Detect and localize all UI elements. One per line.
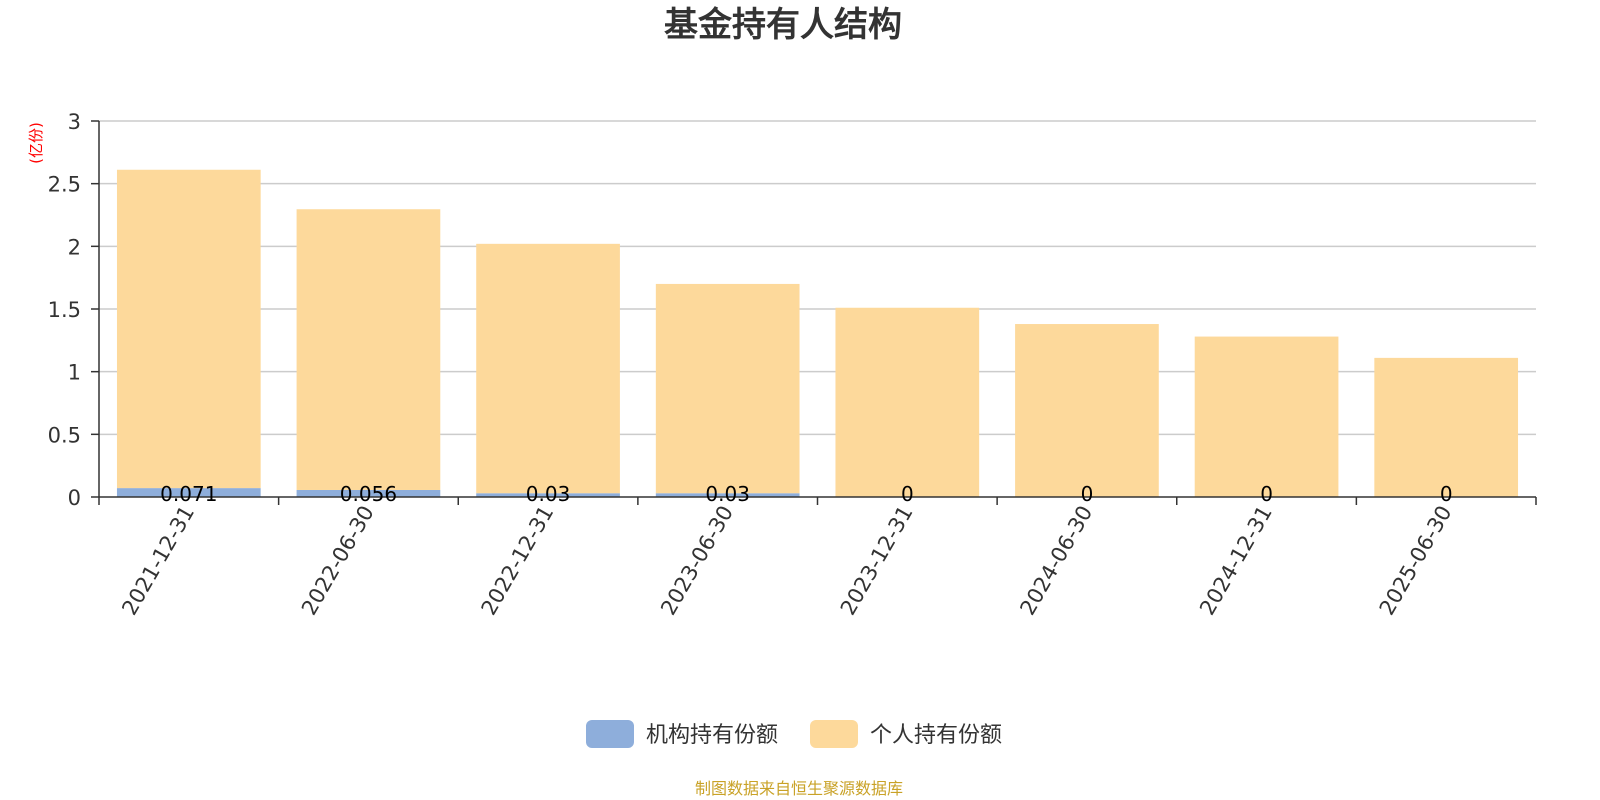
- bar-institutional-2023-06-30[interactable]: [655, 493, 800, 497]
- bar-individual-2022-06-30[interactable]: [296, 209, 441, 490]
- bar-institutional-2021-12-31[interactable]: [116, 488, 261, 497]
- y-tick-label: 0: [68, 486, 81, 510]
- bar-individual-2025-06-30[interactable]: [1374, 357, 1519, 497]
- data-label-institutional: 0: [1260, 482, 1273, 506]
- legend-item-individual[interactable]: 个人持有份额: [810, 720, 1002, 748]
- x-tick-labels: 2021-12-31 2022-06-30 2022-12-31 2023-06-30…: [117, 502, 1456, 620]
- legend-label-institutional: 机构持有份额: [646, 723, 778, 748]
- x-tick-label-2024-06-30: 2024-06-30: [1015, 502, 1097, 620]
- chart-title: 基金持有人结构: [664, 5, 902, 45]
- data-label-institutional: 0: [901, 482, 914, 506]
- x-tick-label-2025-06-30: 2025-06-30: [1375, 502, 1457, 620]
- data-source-note: 制图数据来自恒生聚源数据库: [695, 779, 903, 798]
- legend-swatch-individual: [810, 720, 858, 748]
- data-label-institutional: 0.03: [705, 482, 750, 506]
- bar-institutional-2022-06-30[interactable]: [296, 489, 441, 497]
- legend-item-institutional[interactable]: 机构持有份额: [586, 720, 778, 748]
- y-tick-label: 1: [68, 361, 81, 385]
- legend: 机构持有份额 个人持有份额: [586, 720, 1002, 748]
- bars: [116, 169, 1519, 497]
- y-tick-labels: 0 0.5 1 1.5 2 2.5 3: [48, 110, 81, 510]
- x-tick-label-2024-12-31: 2024-12-31: [1195, 502, 1277, 620]
- bar-institutional-2022-12-31[interactable]: [476, 493, 620, 497]
- x-tick-label-2023-06-30: 2023-06-30: [656, 502, 738, 620]
- y-axis-unit-label: (亿份): [27, 122, 45, 164]
- bar-individual-2024-12-31[interactable]: [1194, 336, 1339, 497]
- y-tick-label: 2.5: [48, 173, 81, 197]
- data-label-institutional: 0.056: [340, 482, 397, 506]
- x-tick-label-2023-12-31: 2023-12-31: [836, 502, 918, 620]
- x-tick-label-2021-12-31: 2021-12-31: [117, 502, 199, 620]
- data-label-institutional: 0: [1440, 482, 1453, 506]
- axes: [91, 120, 1537, 505]
- bar-individual-2023-06-30[interactable]: [655, 283, 800, 494]
- x-tick-label-2022-12-31: 2022-12-31: [477, 502, 559, 620]
- y-tick-label: 1.5: [48, 298, 81, 322]
- y-tick-label: 3: [68, 110, 81, 134]
- data-label-institutional: 0.03: [526, 482, 571, 506]
- x-tick-label-2022-06-30: 2022-06-30: [297, 502, 379, 620]
- bar-individual-2021-12-31[interactable]: [116, 169, 261, 489]
- bar-individual-2022-12-31[interactable]: [476, 243, 620, 494]
- data-label-institutional: 0: [1081, 482, 1094, 506]
- bar-individual-2023-12-31[interactable]: [835, 307, 980, 497]
- y-tick-label: 2: [68, 235, 81, 259]
- legend-label-individual: 个人持有份额: [870, 723, 1002, 748]
- data-labels: 0.071 0.056 0.03 0.03 0 0 0 0: [160, 482, 1452, 506]
- y-tick-label: 0.5: [48, 423, 81, 447]
- legend-swatch-institutional: [586, 720, 634, 748]
- bar-individual-2024-06-30[interactable]: [1015, 324, 1159, 497]
- data-label-institutional: 0.071: [160, 482, 217, 506]
